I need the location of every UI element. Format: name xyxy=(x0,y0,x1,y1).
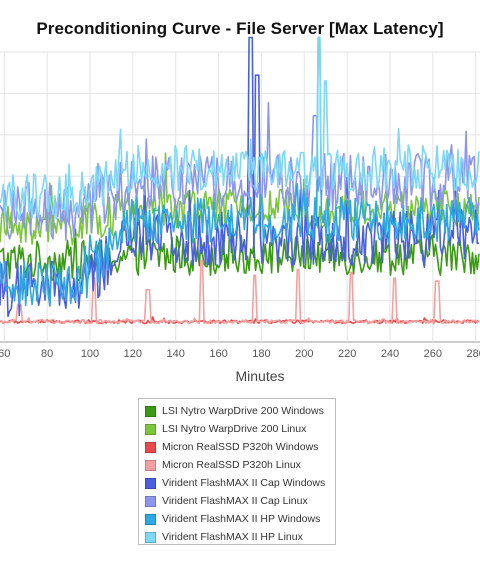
legend-swatch xyxy=(145,441,156,453)
x-tick-label: 180 xyxy=(252,348,270,360)
legend-swatch xyxy=(145,495,156,507)
legend-item: Micron RealSSD P320h Linux xyxy=(145,456,335,474)
chart-plot: 60 80 100 120 140 160 180 200 220 240 260 280 xyxy=(0,36,480,360)
x-tick-label: 200 xyxy=(295,348,313,360)
x-tick-label: 160 xyxy=(209,348,227,360)
legend-swatch xyxy=(145,531,156,543)
x-tick-label: 280 xyxy=(467,348,480,360)
x-axis-label: Minutes xyxy=(235,368,285,384)
legend-item: Virident FlashMAX II HP Linux xyxy=(145,528,335,546)
x-tick-label: 140 xyxy=(167,348,185,360)
legend-item: Virident FlashMAX II HP Windows xyxy=(145,510,335,528)
legend-swatch xyxy=(145,477,156,489)
legend-label: Micron RealSSD P320h Linux xyxy=(162,459,301,471)
legend-swatch xyxy=(145,423,156,435)
chart-grid xyxy=(0,51,480,343)
series-line xyxy=(0,152,480,246)
chart-title: Preconditioning Curve - File Server [Max… xyxy=(36,19,444,38)
x-tick-label: 260 xyxy=(424,348,442,360)
legend-label: Virident FlashMAX II Cap Linux xyxy=(162,495,308,507)
x-tick-label: 100 xyxy=(81,348,99,360)
legend-item: Virident FlashMAX II Cap Windows xyxy=(145,474,335,492)
legend-swatch xyxy=(145,459,156,471)
legend-label: LSI Nytro WarpDrive 200 Linux xyxy=(162,423,307,435)
legend-swatch xyxy=(145,405,156,417)
legend-label: Virident FlashMAX II HP Linux xyxy=(162,531,303,543)
chart-series-lines xyxy=(0,36,480,325)
series-line xyxy=(0,36,480,307)
legend-item: LSI Nytro WarpDrive 200 Windows xyxy=(145,402,335,420)
x-tick-label: 60 xyxy=(0,348,10,360)
legend-swatch xyxy=(145,513,156,525)
legend-label: Virident FlashMAX II HP Windows xyxy=(162,513,321,525)
legend-item: LSI Nytro WarpDrive 200 Linux xyxy=(145,420,335,438)
chart-legend: LSI Nytro WarpDrive 200 Windows LSI Nytro… xyxy=(138,398,336,545)
legend-label: Micron RealSSD P320h Windows xyxy=(162,441,319,453)
legend-item: Micron RealSSD P320h Windows xyxy=(145,438,335,456)
legend-label: LSI Nytro WarpDrive 200 Windows xyxy=(162,405,324,417)
x-tick-label: 220 xyxy=(338,348,356,360)
legend-item: Virident FlashMAX II Cap Linux xyxy=(145,492,335,510)
x-tick-label: 240 xyxy=(381,348,399,360)
x-tick-label: 120 xyxy=(124,348,142,360)
x-tick-label: 80 xyxy=(41,348,53,360)
series-line xyxy=(0,36,480,221)
x-tick-labels: 60 80 100 120 140 160 180 200 220 240 260 280 xyxy=(0,348,480,360)
legend-label: Virident FlashMAX II Cap Windows xyxy=(162,477,326,489)
series-line xyxy=(0,259,480,325)
